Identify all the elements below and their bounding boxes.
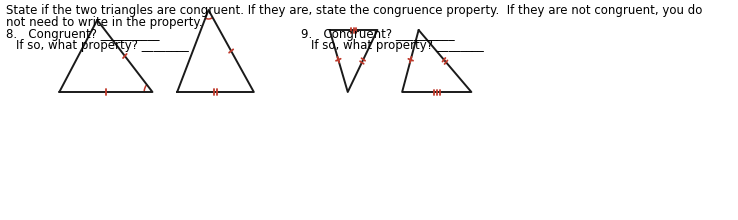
Text: 8.   Congruent? __________: 8. Congruent? __________	[6, 28, 159, 41]
Text: If so, what property? ________: If so, what property? ________	[311, 39, 483, 52]
Text: State if the two triangles are congruent. If they are, state the congruence prop: State if the two triangles are congruent…	[6, 4, 702, 17]
Text: 9.   Congruent? __________: 9. Congruent? __________	[301, 28, 455, 41]
Text: not need to write in the property.: not need to write in the property.	[6, 16, 202, 29]
Text: If so, what property? ________: If so, what property? ________	[15, 39, 188, 52]
